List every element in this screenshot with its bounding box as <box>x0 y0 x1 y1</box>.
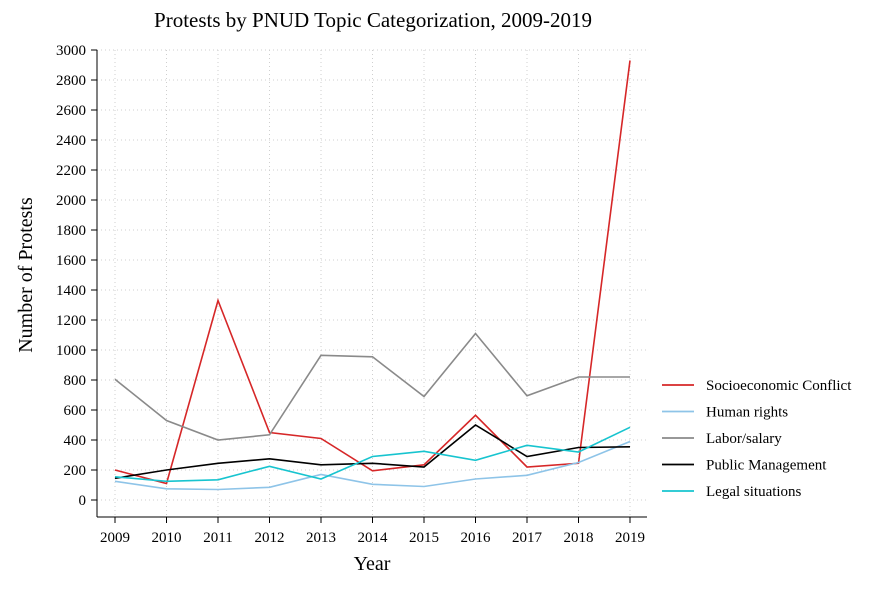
axes: 0 200 400 600 800 1000 1200 1400 1600 1800 2000 220… <box>56 43 647 546</box>
y-tick-label: 200 <box>64 463 87 479</box>
series-line-public-management <box>114 424 631 480</box>
x-tick-label: 2017 <box>512 530 543 546</box>
y-tick-label: 2200 <box>56 163 86 179</box>
legend-label-legal-situations: Legal situations <box>706 484 802 500</box>
x-tick-label: 2009 <box>100 530 130 546</box>
x-tick-label: 2019 <box>615 530 645 546</box>
y-tick-label: 3000 <box>56 43 86 59</box>
y-tick-label: 2600 <box>56 103 86 119</box>
x-tick-label: 2014 <box>358 530 389 546</box>
gridlines <box>97 49 647 517</box>
legend-label-public-management: Public Management <box>706 458 827 474</box>
y-tick-label: 400 <box>64 433 87 449</box>
series-line-legal-situations <box>114 426 631 483</box>
y-tick-label: 2400 <box>56 133 86 149</box>
legend-label-human-rights: Human rights <box>706 405 788 421</box>
x-tick-label: 2018 <box>564 530 594 546</box>
y-tick-label: 2800 <box>56 73 86 89</box>
x-tick-label: 2016 <box>461 530 492 546</box>
series-line-labor-salary <box>114 332 630 441</box>
y-tick-label: 1800 <box>56 223 86 239</box>
legend-label-labor-salary: Labor/salary <box>706 431 782 447</box>
series-line-socioeconomic-conflict <box>114 60 631 485</box>
legend-label-socioeconomic-conflict: Socioeconomic Conflict <box>706 378 852 394</box>
x-axis-title: Year <box>354 553 391 575</box>
y-tick-label: 600 <box>64 403 87 419</box>
x-tick-label: 2011 <box>203 530 232 546</box>
x-tick-label: 2013 <box>306 530 336 546</box>
y-tick-label: 1400 <box>56 283 86 299</box>
y-tick-label: 1600 <box>56 253 86 269</box>
x-tick-label: 2010 <box>152 530 182 546</box>
legend: Socioeconomic Conflict Human rights Labor/… <box>662 378 852 500</box>
chart-title: Protests by PNUD Topic Categorization, 2… <box>154 8 592 32</box>
y-tick-label: 0 <box>79 493 87 509</box>
y-tick-label: 800 <box>64 373 87 389</box>
x-tick-label: 2015 <box>409 530 439 546</box>
series-lines <box>114 60 631 491</box>
y-tick-label: 2000 <box>56 193 86 209</box>
series-line-human-rights <box>114 440 631 491</box>
x-tick-label: 2012 <box>255 530 285 546</box>
y-tick-label: 1200 <box>56 313 86 329</box>
y-tick-label: 1000 <box>56 343 86 359</box>
y-axis-title: Number of Protests <box>15 197 37 353</box>
